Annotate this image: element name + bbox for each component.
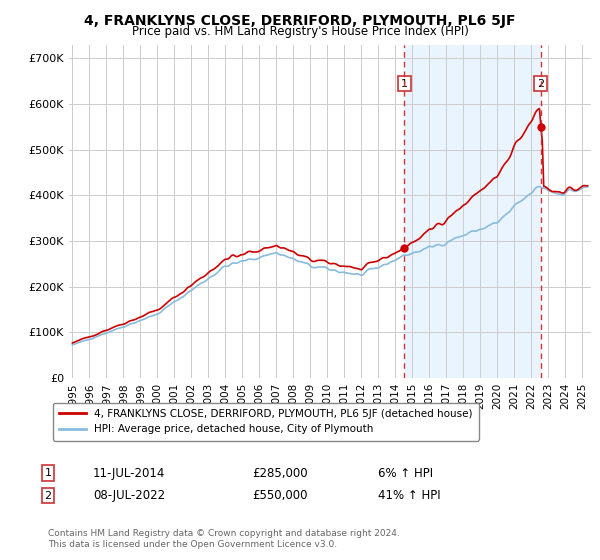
Text: 2: 2 [44,491,52,501]
Text: 11-JUL-2014: 11-JUL-2014 [93,466,166,480]
Text: 1: 1 [401,78,408,88]
Text: Price paid vs. HM Land Registry's House Price Index (HPI): Price paid vs. HM Land Registry's House … [131,25,469,38]
Text: 1: 1 [44,468,52,478]
Text: Contains HM Land Registry data © Crown copyright and database right 2024.
This d: Contains HM Land Registry data © Crown c… [48,529,400,549]
Text: 08-JUL-2022: 08-JUL-2022 [93,489,165,502]
Text: 2: 2 [537,78,544,88]
Text: £285,000: £285,000 [252,466,308,480]
Bar [404,45,541,378]
Text: 4, FRANKLYNS CLOSE, DERRIFORD, PLYMOUTH, PL6 5JF: 4, FRANKLYNS CLOSE, DERRIFORD, PLYMOUTH,… [84,14,516,28]
Text: 6% ↑ HPI: 6% ↑ HPI [378,466,433,480]
Text: £550,000: £550,000 [252,489,308,502]
Text: 41% ↑ HPI: 41% ↑ HPI [378,489,440,502]
Legend: 4, FRANKLYNS CLOSE, DERRIFORD, PLYMOUTH, PL6 5JF (detached house), HPI: Average : 4, FRANKLYNS CLOSE, DERRIFORD, PLYMOUTH,… [53,403,479,441]
